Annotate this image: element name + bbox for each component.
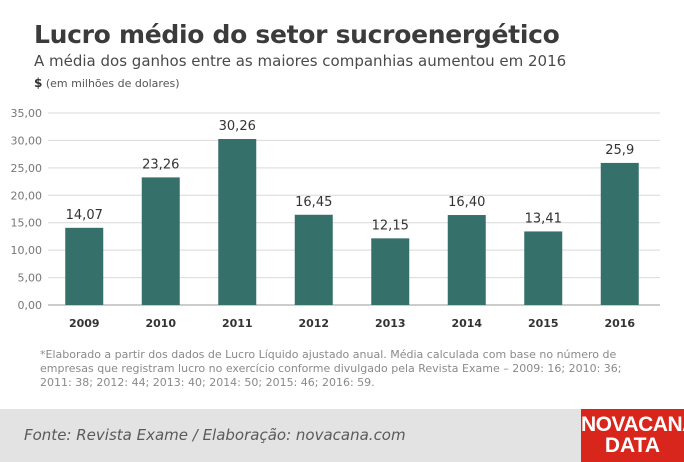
x-tick-label: 2009 xyxy=(69,317,100,330)
logo-line-1: NOVACANA xyxy=(581,413,684,436)
chart-title: Lucro médio do setor sucroenergético xyxy=(34,20,560,49)
data-label: 16,40 xyxy=(448,195,485,210)
bar xyxy=(141,177,180,305)
novacana-data-logo: NOVACANA DATA xyxy=(581,409,684,462)
bar xyxy=(65,227,104,305)
y-tick-label: 25,00 xyxy=(11,162,43,175)
x-tick-label: 2012 xyxy=(298,317,329,330)
x-tick-label: 2011 xyxy=(222,317,253,330)
x-tick-label: 2013 xyxy=(375,317,406,330)
x-tick-label: 2010 xyxy=(145,317,176,330)
y-tick-label: 35,00 xyxy=(11,107,43,120)
data-label: 12,15 xyxy=(372,218,409,233)
bar xyxy=(371,238,410,305)
footer-bar: Fonte: Revista Exame / Elaboração: novac… xyxy=(0,409,684,462)
data-label: 14,07 xyxy=(66,208,103,223)
data-label: 16,45 xyxy=(295,195,332,210)
bar xyxy=(294,214,333,305)
unit-note: (em milhões de dolares) xyxy=(45,77,180,90)
bar xyxy=(524,231,563,305)
source-credit: Fonte: Revista Exame / Elaboração: novac… xyxy=(24,426,406,444)
y-tick-label: 10,00 xyxy=(11,244,43,257)
bar-chart: 0,00 5,00 10,00 15,00 20,00 25,00 30,00 35,00 14… xyxy=(11,107,660,330)
bar xyxy=(218,139,257,305)
data-label: 13,41 xyxy=(525,211,562,226)
bar xyxy=(447,215,486,305)
data-label: 30,26 xyxy=(219,119,256,134)
x-tick-label: 2016 xyxy=(604,317,635,330)
unit-label: $ (em milhões de dolares) xyxy=(34,76,179,90)
bar xyxy=(600,162,639,305)
x-tick-label: 2014 xyxy=(451,317,482,330)
currency-symbol: $ xyxy=(34,76,43,90)
y-tick-label: 30,00 xyxy=(11,134,43,147)
x-tick-label: 2015 xyxy=(528,317,559,330)
y-tick-label: 5,00 xyxy=(18,272,43,285)
logo-line-2: DATA xyxy=(604,434,661,457)
y-tick-label: 0,00 xyxy=(18,299,43,312)
data-label: 23,26 xyxy=(142,157,179,172)
chart-subtitle: A média dos ganhos entre as maiores comp… xyxy=(34,52,567,70)
data-label: 25,9 xyxy=(605,143,634,158)
y-tick-label: 20,00 xyxy=(11,189,43,202)
footnote: *Elaborado a partir dos dados de Lucro L… xyxy=(40,348,622,389)
y-tick-label: 15,00 xyxy=(11,217,43,230)
